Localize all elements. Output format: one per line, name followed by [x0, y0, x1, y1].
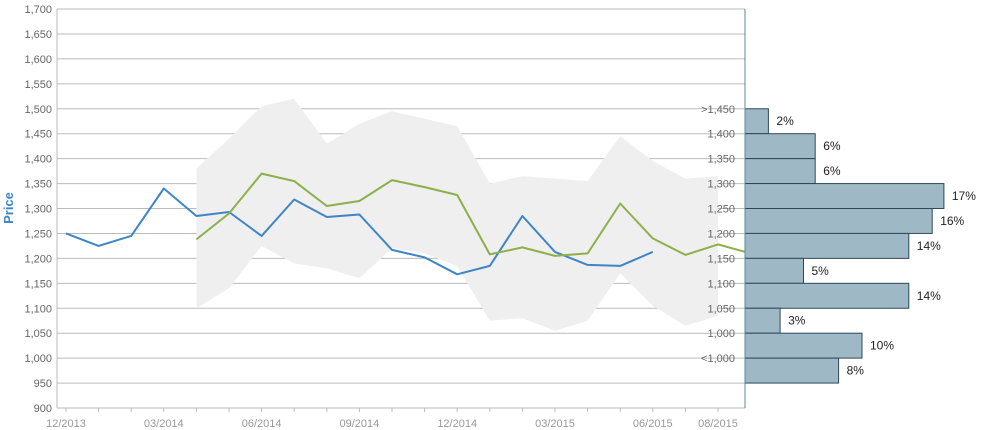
- histogram-bin-label: <1,000: [701, 353, 735, 365]
- x-tick-label: 06/2015: [633, 418, 673, 430]
- x-tick-label: 09/2014: [340, 418, 380, 430]
- x-tick-label: 12/2014: [437, 418, 477, 430]
- range-band-area: [196, 98, 718, 331]
- histogram-bin-label: 1,400: [707, 129, 735, 141]
- y-tick-label: 1,000: [24, 353, 52, 365]
- histogram-bar: [744, 232, 910, 259]
- histogram-bar: [744, 332, 863, 359]
- histogram-bar: [744, 108, 769, 135]
- histogram-bin-label: 1,150: [707, 253, 735, 265]
- histogram-percent-label: 6%: [823, 164, 841, 178]
- y-tick-label: 1,200: [24, 253, 52, 265]
- histogram-percent-label: 6%: [823, 139, 841, 153]
- y-tick-label: 1,250: [24, 228, 52, 240]
- histogram-bin-label: 1,200: [707, 228, 735, 240]
- y-tick-label: 1,300: [24, 204, 52, 216]
- x-tick-label: 08/2015: [698, 418, 738, 430]
- histogram-percent-label: 14%: [917, 289, 941, 303]
- histogram-bar: [744, 208, 933, 234]
- histogram-bar: [744, 307, 781, 334]
- histogram-bin-label: >1,450: [701, 104, 735, 116]
- y-tick-label: 1,100: [24, 303, 52, 315]
- histogram-bin-label: 1,050: [707, 303, 735, 315]
- histogram-bar: [744, 158, 816, 185]
- x-tick-label: 03/2015: [535, 418, 575, 430]
- series-line-blue: [65, 187, 654, 276]
- y-tick-label: 1,550: [24, 79, 52, 91]
- distribution-histogram: >1,450 2% 1,400 6% 1,350 6% 1,300 17% 1,250 16% 1,…: [701, 104, 976, 384]
- x-tick-label: 03/2014: [144, 418, 184, 430]
- y-tick-label: 1,350: [24, 179, 52, 191]
- y-tick-label: 900: [34, 403, 52, 415]
- histogram-bin-label: 1,250: [707, 204, 735, 216]
- y-tick-label: 1,700: [24, 4, 52, 16]
- series-line-green: [195, 172, 745, 257]
- y-tick-label: 1,600: [24, 54, 52, 66]
- histogram-percent-label: 2%: [776, 114, 794, 128]
- y-tick-label: 950: [34, 378, 52, 390]
- histogram-bin-label: 1,100: [707, 278, 735, 290]
- y-tick-label: 1,450: [24, 129, 52, 141]
- histogram-bin-label: 1,300: [707, 179, 735, 191]
- histogram-bin-label: 1,000: [707, 328, 735, 340]
- grid: [57, 8, 745, 409]
- y-tick-label: 1,500: [24, 104, 52, 116]
- histogram-percent-label: 16%: [940, 214, 964, 228]
- histogram-percent-label: 10%: [870, 339, 894, 353]
- histogram-bar: [744, 257, 804, 284]
- histogram-percent-label: 14%: [917, 239, 941, 253]
- axes: 900 950 1,000 1,050 1,100 1,150 1,200 1,250 1,30…: [24, 4, 746, 430]
- y-axis-label: Price: [1, 192, 16, 224]
- histogram-bar: [744, 357, 840, 384]
- histogram-bar: [744, 133, 816, 160]
- y-tick-label: 1,050: [24, 328, 52, 340]
- histogram-percent-label: 8%: [847, 364, 865, 378]
- histogram-percent-label: 5%: [812, 264, 830, 278]
- histogram-percent-label: 3%: [788, 314, 806, 328]
- series-lines: [65, 172, 745, 276]
- y-tick-label: 1,650: [24, 29, 52, 41]
- x-tick-label: 12/2013: [46, 418, 86, 430]
- histogram-bar: [744, 183, 945, 209]
- x-tick-label: 06/2014: [242, 418, 282, 430]
- range-band: [196, 98, 718, 331]
- histogram-bin-label: 1,350: [707, 154, 735, 166]
- y-tick-label: 1,150: [24, 278, 52, 290]
- y-tick-label: 1,400: [24, 154, 52, 166]
- histogram-percent-label: 17%: [952, 189, 976, 203]
- histogram-bar: [744, 282, 910, 309]
